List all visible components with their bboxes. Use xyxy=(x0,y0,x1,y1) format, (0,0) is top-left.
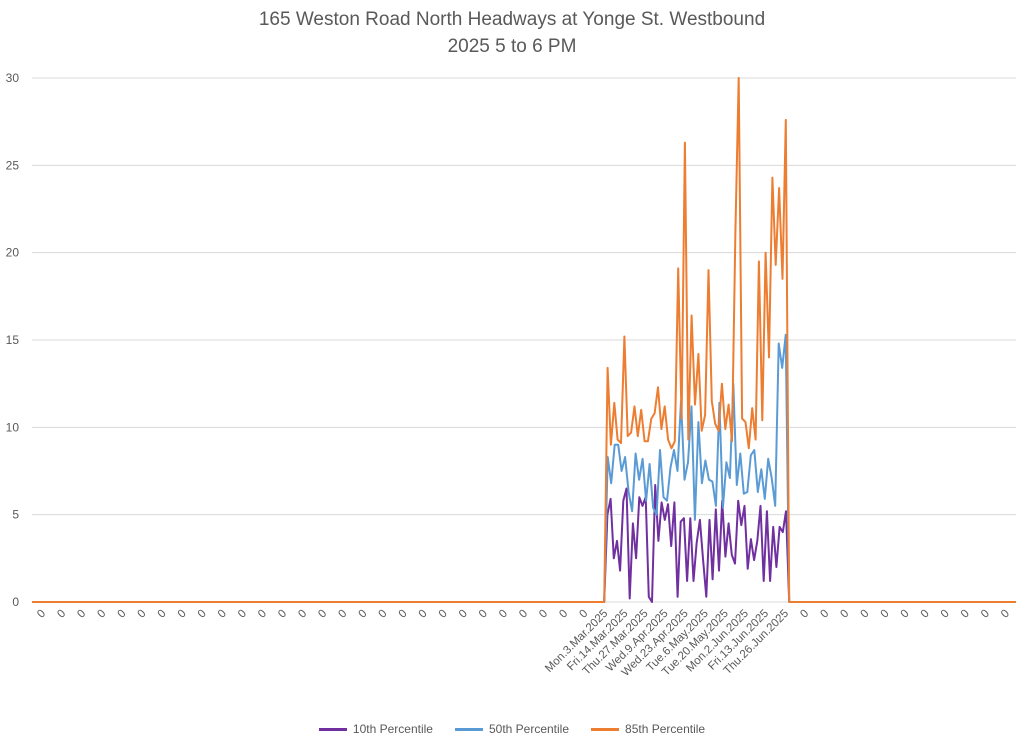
x-tick-label: 0 xyxy=(377,608,390,621)
x-tick-label: 0 xyxy=(577,608,590,621)
y-tick-label: 5 xyxy=(12,508,19,522)
x-tick-label: 0 xyxy=(437,608,450,621)
x-tick-label: 0 xyxy=(276,608,289,621)
legend-label: 10th Percentile xyxy=(352,722,433,736)
x-tick-label: 0 xyxy=(336,608,349,621)
legend-label: 85th Percentile xyxy=(625,722,706,736)
legend-swatch xyxy=(454,727,483,731)
x-tick-label: 0 xyxy=(919,608,932,621)
x-tick-label: 0 xyxy=(517,608,530,621)
x-tick-label: 0 xyxy=(136,608,149,621)
series-line-10th-percentile xyxy=(32,484,1016,603)
x-tick-label: 0 xyxy=(537,608,550,621)
legend-item: 85th Percentile xyxy=(591,722,705,736)
legend-item: 50th Percentile xyxy=(454,722,570,736)
x-tick-label: 0 xyxy=(798,608,811,621)
legend-label: 50th Percentile xyxy=(488,722,570,736)
legend-swatch xyxy=(318,727,347,731)
legend: 10th Percentile 50th Percentile 85th Perce… xyxy=(0,722,1024,736)
x-tick-label: 0 xyxy=(818,608,831,621)
y-tick-label: 20 xyxy=(6,246,20,260)
x-tick-label: 0 xyxy=(75,608,88,621)
x-tick-label: 0 xyxy=(979,608,992,621)
x-tick-label: 0 xyxy=(999,608,1012,621)
x-tick-label: 0 xyxy=(417,608,430,621)
x-tick-label: 0 xyxy=(879,608,892,621)
x-tick-label: 0 xyxy=(939,608,952,621)
x-tick-label: 0 xyxy=(176,608,189,621)
x-tick-label: 0 xyxy=(838,608,851,621)
x-tick-label: 0 xyxy=(557,608,570,621)
x-tick-label: 0 xyxy=(397,608,410,621)
x-tick-label: 0 xyxy=(899,608,912,621)
x-tick-label: 0 xyxy=(316,608,329,621)
x-tick-label: 0 xyxy=(55,608,68,621)
legend-swatch xyxy=(591,727,620,731)
x-tick-label: 0 xyxy=(156,608,169,621)
x-tick-label: 0 xyxy=(95,608,108,621)
chart-title: 165 Weston Road North Headways at Yonge … xyxy=(258,9,766,30)
x-tick-label: 0 xyxy=(858,608,871,621)
series-line-85th-percentile xyxy=(32,77,1016,603)
legend-item: 10th Percentile xyxy=(318,722,433,736)
x-tick-label: 0 xyxy=(959,608,972,621)
x-tick-label: 0 xyxy=(457,608,470,621)
y-tick-label: 25 xyxy=(6,158,20,172)
x-tick-label: 0 xyxy=(196,608,209,621)
series-line-50th-percentile xyxy=(32,333,1016,603)
x-tick-label: 0 xyxy=(477,608,490,621)
y-tick-label: 30 xyxy=(6,71,20,85)
x-tick-label: 0 xyxy=(35,608,48,621)
x-tick-label: 0 xyxy=(236,608,249,621)
y-tick-label: 15 xyxy=(6,333,20,347)
chart-subtitle: 2025 5 to 6 PM xyxy=(447,36,577,57)
x-tick-label: 0 xyxy=(497,608,510,621)
x-tick-label: 0 xyxy=(356,608,369,621)
y-tick-label: 10 xyxy=(6,420,20,434)
x-tick-label: 0 xyxy=(256,608,269,621)
x-tick-label: 0 xyxy=(216,608,229,621)
y-tick-label: 0 xyxy=(12,595,19,609)
x-tick-label: 0 xyxy=(296,608,309,621)
x-tick-label: 0 xyxy=(115,608,128,621)
